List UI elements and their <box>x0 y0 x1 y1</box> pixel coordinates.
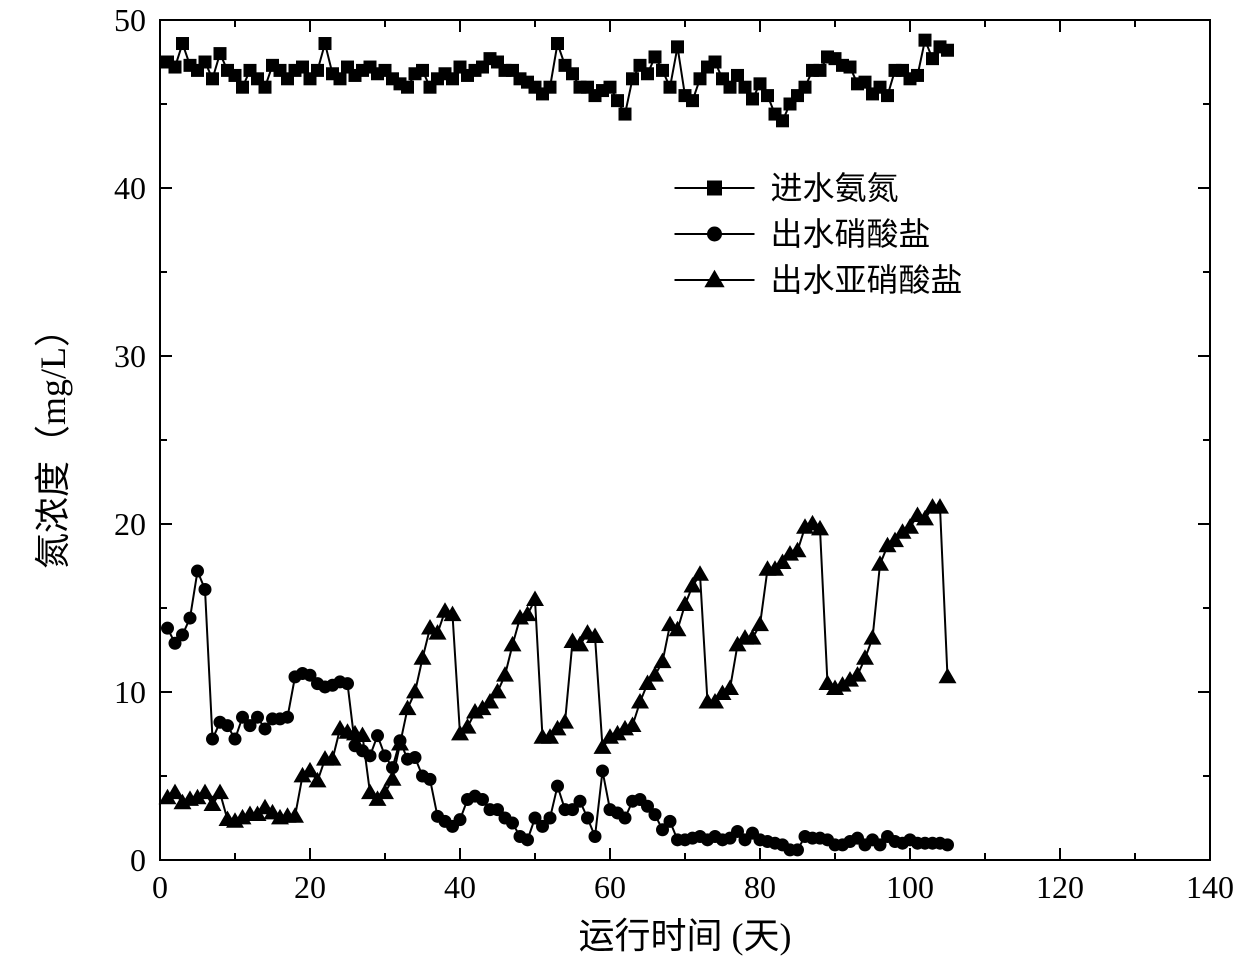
x-tick-label: 100 <box>886 869 934 905</box>
y-tick-label: 10 <box>114 674 146 710</box>
x-axis-label: 运行时间 (天) <box>579 916 792 956</box>
chart-container: 0 20 40 60 80 100 120 140 运行时间 (天) 0 10 20 30 40 50 氮浓度… <box>0 0 1240 969</box>
legend-label: 进水氨氮 <box>771 170 899 206</box>
plot-frame <box>160 20 1210 860</box>
legend-label: 出水亚硝酸盐 <box>771 262 963 298</box>
x-tick-label: 140 <box>1186 869 1234 905</box>
y-tick-label: 30 <box>114 338 146 374</box>
y-tick-label: 20 <box>114 506 146 542</box>
x-tick-label: 80 <box>744 869 776 905</box>
x-tick-label: 20 <box>294 869 326 905</box>
chart-svg: 0 20 40 60 80 100 120 140 运行时间 (天) 0 10 20 30 40 50 氮浓度… <box>0 0 1240 969</box>
x-tick-label: 60 <box>594 869 626 905</box>
y-tick-label: 0 <box>130 842 146 878</box>
y-axis-label: 氮浓度（mg/L） <box>33 311 73 569</box>
x-tick-label: 40 <box>444 869 476 905</box>
legend-label: 出水硝酸盐 <box>771 216 931 252</box>
series-influent-ammonia <box>162 34 954 127</box>
series-effluent-nitrite <box>159 499 955 827</box>
x-tick-label: 120 <box>1036 869 1084 905</box>
x-tick-label: 0 <box>152 869 168 905</box>
legend: 进水氨氮出水硝酸盐出水亚硝酸盐 <box>675 170 963 298</box>
y-tick-label: 50 <box>114 2 146 38</box>
y-tick-label: 40 <box>114 170 146 206</box>
